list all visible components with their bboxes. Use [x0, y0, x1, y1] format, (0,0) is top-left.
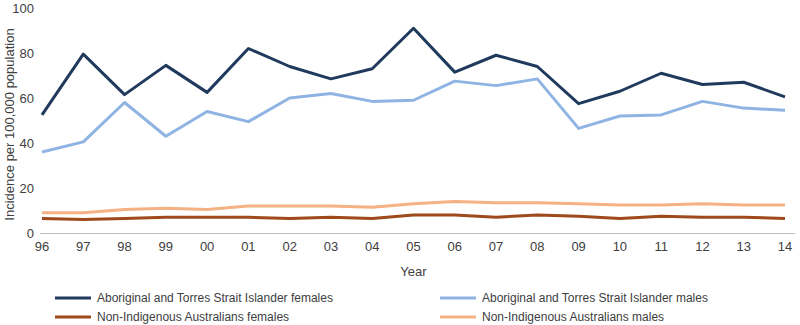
y-tick-label: 40 [20, 136, 34, 151]
legend-label: Aboriginal and Torres Strait Islander ma… [482, 291, 708, 305]
y-axis-title: Incidence per 100,000 population [2, 28, 17, 220]
x-tick-label: 04 [365, 239, 379, 254]
x-tick-label: 06 [448, 239, 462, 254]
y-tick-label: 0 [27, 226, 34, 241]
x-tick-label: 07 [489, 239, 503, 254]
x-tick-label: 13 [736, 239, 750, 254]
tick-mark [39, 143, 40, 144]
legend-label: Non-Indigenous Australians females [97, 310, 289, 324]
x-tick-label: 98 [117, 239, 131, 254]
x-tick-label: 03 [324, 239, 338, 254]
y-tick-label: 100 [12, 1, 34, 16]
x-tick-label: 08 [530, 239, 544, 254]
legend-swatch [440, 297, 476, 300]
legend-swatch [440, 316, 476, 319]
x-tick-label: 01 [241, 239, 255, 254]
x-tick-label: 12 [695, 239, 709, 254]
plot-area [42, 28, 785, 219]
x-tick-label: 09 [571, 239, 585, 254]
x-tick-label: 05 [406, 239, 420, 254]
y-tick-label: 60 [20, 91, 34, 106]
x-tick-label: 99 [159, 239, 173, 254]
x-tick-label: 96 [35, 239, 49, 254]
legend-label: Aboriginal and Torres Strait Islander fe… [97, 291, 333, 305]
chart: 0 20 40 60 80 100 96 97 98 99 00 01 02 03 04 05 06 07 08 09… [0, 0, 800, 325]
x-tick-label: 10 [613, 239, 627, 254]
x-tick-label: 02 [282, 239, 296, 254]
series-line [42, 79, 785, 152]
legend-swatch [55, 297, 91, 300]
tick-mark [39, 98, 40, 99]
series-line [42, 215, 785, 220]
x-tick-label: 00 [200, 239, 214, 254]
x-tick-label: 97 [76, 239, 90, 254]
y-tick-label: 20 [20, 181, 34, 196]
tick-mark [39, 233, 40, 234]
tick-mark [39, 53, 40, 54]
x-tick-label: 14 [778, 239, 792, 254]
legend-swatch [55, 316, 91, 319]
series-line [42, 202, 785, 213]
x-axis-title: Year [400, 264, 427, 279]
y-tick-label: 80 [20, 46, 34, 61]
legend-label: Non-Indigenous Australians males [482, 310, 664, 324]
tick-mark [39, 8, 40, 9]
x-tick-label: 11 [654, 239, 668, 254]
tick-mark [39, 188, 40, 189]
x-axis-line [40, 233, 795, 234]
series-line [42, 28, 785, 115]
